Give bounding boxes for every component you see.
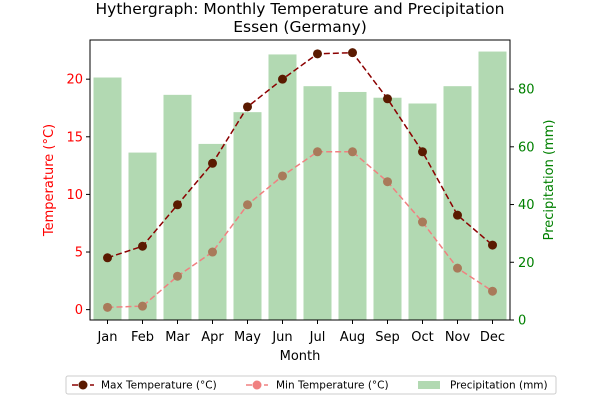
max-temp-point-mar: [173, 200, 182, 210]
legend-precip-swatch: [418, 381, 440, 389]
precipitation-bars: [93, 51, 507, 321]
legend-max-label: Max Temperature (°C): [101, 380, 217, 392]
min-temp-point-apr: [208, 247, 217, 257]
min-temp-point-aug: [348, 147, 357, 157]
precip-bar-apr: [198, 143, 227, 320]
precip-bar-feb: [128, 152, 157, 320]
precip-bar-nov: [443, 86, 472, 320]
x-tick-label-jan: Jan: [96, 330, 117, 345]
x-tick-label-nov: Nov: [445, 330, 471, 345]
right-tick-label: 20: [518, 256, 535, 271]
precip-bar-jul: [303, 86, 332, 320]
max-temp-point-jul: [313, 49, 322, 59]
x-axis-title: Month: [280, 349, 321, 364]
max-temp-line: [107, 51, 493, 259]
left-tick-label: 20: [66, 73, 83, 88]
precip-bar-dec: [478, 51, 507, 321]
max-temp-point-may: [243, 102, 252, 112]
right-y-axis: 0 20 40 60 80: [510, 83, 535, 329]
right-tick-label: 0: [518, 314, 526, 329]
temperature-lines: [103, 48, 497, 312]
x-tick-label-dec: Dec: [480, 330, 505, 345]
x-tick-label-oct: Oct: [411, 330, 433, 345]
right-tick-label: 40: [518, 198, 535, 213]
left-tick-label: 0: [75, 303, 83, 318]
precip-bar-jan: [93, 77, 122, 320]
x-tick-label-apr: Apr: [201, 330, 224, 345]
precip-bar-may: [233, 112, 262, 320]
chart-subtitle: Essen (Germany): [233, 18, 367, 36]
left-tick-label: 5: [75, 246, 83, 261]
legend: Max Temperature (°C) Min Temperature (°C)…: [65, 375, 557, 395]
max-temp-point-jan: [103, 253, 112, 263]
max-temp-point-sep: [383, 94, 392, 104]
min-temp-point-jul: [313, 147, 322, 157]
left-y-axis: 0 5 10 15 20: [66, 73, 90, 318]
x-tick-label-mar: Mar: [165, 330, 190, 345]
min-temp-line: [107, 151, 493, 309]
x-tick-label-may: May: [234, 330, 261, 345]
min-temp-point-dec: [488, 286, 497, 296]
legend-frame: [65, 375, 557, 395]
x-tick-label-aug: Aug: [340, 330, 365, 345]
left-axis-title: Temperature (°C): [42, 124, 57, 237]
right-tick-label: 80: [518, 83, 535, 98]
min-temp-point-may: [243, 200, 252, 210]
min-temp-point-sep: [383, 177, 392, 187]
min-temp-point-jan: [103, 302, 112, 312]
legend-min-label: Min Temperature (°C): [276, 380, 389, 392]
chart-title: Hythergraph: Monthly Temperature and Pre…: [96, 0, 505, 18]
left-tick-label: 15: [66, 130, 83, 145]
max-temp-point-nov: [453, 210, 462, 220]
left-tick-label: 10: [66, 188, 83, 203]
precip-bar-jun: [268, 54, 297, 321]
x-tick-label-jun: Jun: [271, 330, 292, 345]
x-axis: Jan Feb Mar Apr May Jun Jul Aug Sep Oct Nov Dec: [96, 320, 505, 345]
max-temp-point-dec: [488, 240, 497, 250]
legend-max-marker: [78, 380, 88, 390]
legend-precip-label: Precipitation (mm): [450, 380, 548, 392]
max-temp-point-oct: [418, 147, 427, 157]
min-temp-point-jun: [278, 171, 287, 181]
min-temp-point-nov: [453, 263, 462, 273]
max-temp-point-aug: [348, 48, 357, 58]
min-temp-point-oct: [418, 217, 427, 227]
x-tick-label-feb: Feb: [131, 330, 154, 345]
max-temp-point-jun: [278, 74, 287, 84]
max-temp-point-feb: [138, 241, 147, 251]
plot-frame: [89, 39, 511, 321]
max-temp-point-apr: [208, 158, 217, 168]
x-tick-label-jul: Jul: [309, 330, 326, 345]
min-temp-point-feb: [138, 301, 147, 311]
precip-bar-sep: [373, 97, 402, 320]
right-tick-label: 60: [518, 140, 535, 155]
min-temp-point-mar: [173, 271, 182, 281]
precip-bar-aug: [338, 91, 367, 320]
x-tick-label-sep: Sep: [375, 330, 400, 345]
legend-min-marker: [252, 380, 262, 390]
right-axis-title: Precipitation (mm): [542, 120, 557, 241]
